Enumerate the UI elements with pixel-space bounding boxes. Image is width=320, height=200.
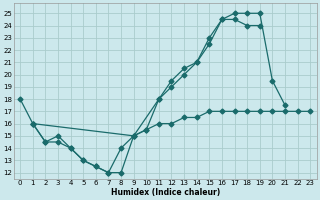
- X-axis label: Humidex (Indice chaleur): Humidex (Indice chaleur): [111, 188, 220, 197]
